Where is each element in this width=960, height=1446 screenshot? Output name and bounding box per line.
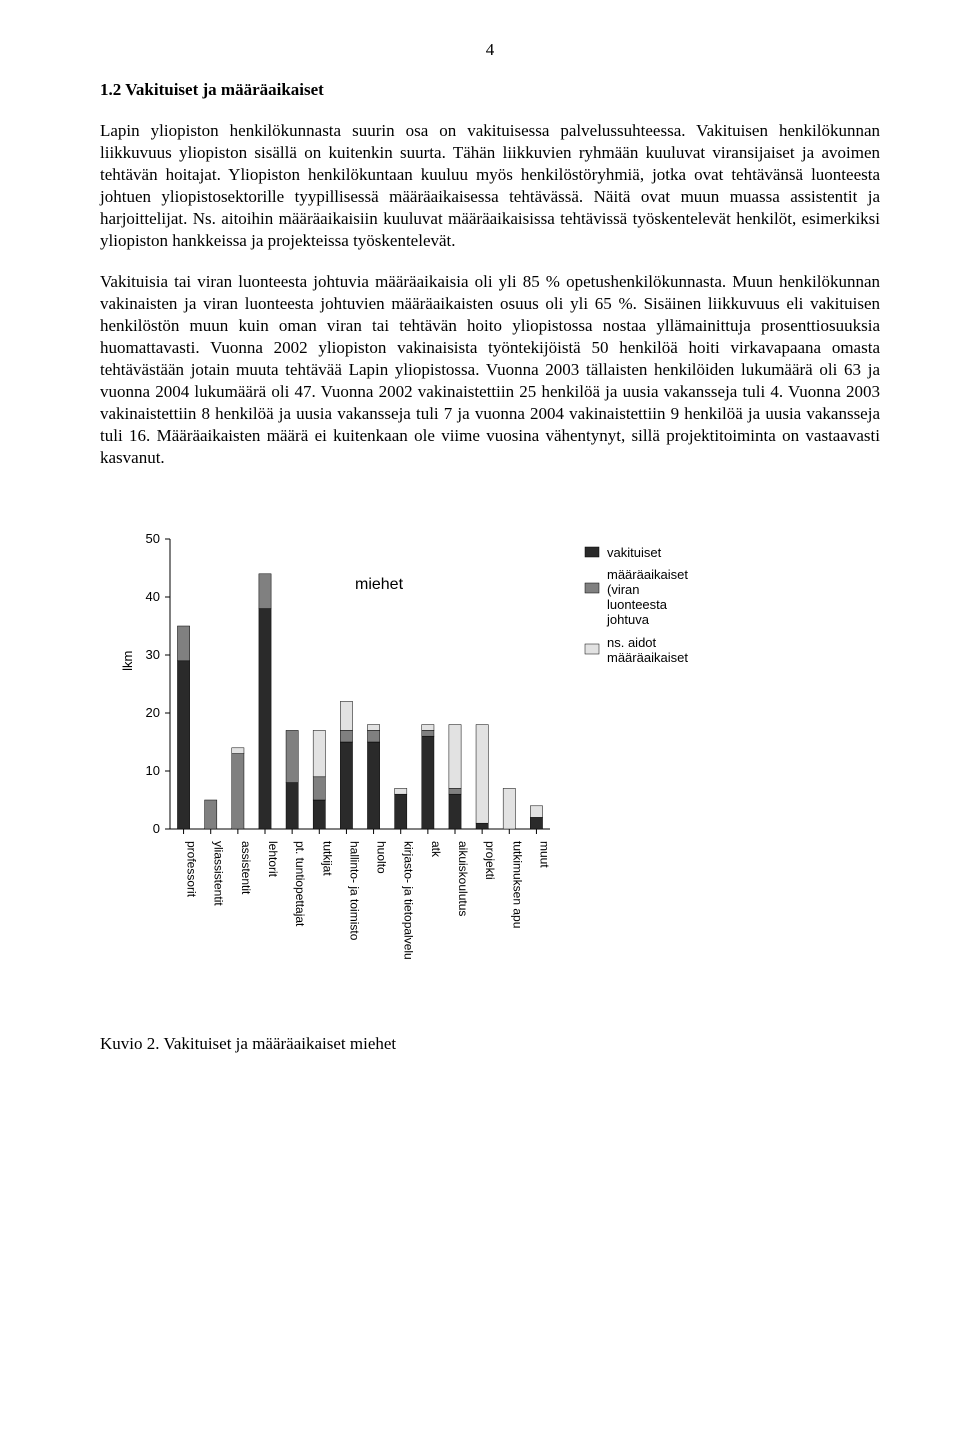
- bar-segment: [340, 742, 352, 829]
- x-category-label: projekti: [483, 841, 497, 880]
- svg-text:(viran: (viran: [607, 582, 640, 597]
- bar-segment: [177, 661, 189, 829]
- bar-segment: [286, 731, 298, 783]
- bar-segment: [340, 702, 352, 731]
- x-category-label: professorit: [185, 841, 199, 898]
- paragraph-1: Lapin yliopiston henkilökunnasta suurin …: [100, 120, 880, 253]
- bar-segment: [340, 731, 352, 743]
- x-category-label: muut: [537, 841, 551, 868]
- bar-segment: [395, 795, 407, 830]
- bar-segment: [313, 777, 325, 800]
- svg-text:0: 0: [153, 821, 160, 836]
- svg-text:määräaikaiset: määräaikaiset: [607, 567, 688, 582]
- svg-text:vakituiset: vakituiset: [607, 545, 662, 560]
- svg-text:johtuva: johtuva: [606, 612, 650, 627]
- bar-segment: [449, 789, 461, 795]
- svg-text:10: 10: [146, 763, 160, 778]
- x-category-label: hallinto- ja toimisto: [347, 841, 361, 941]
- x-category-label: assistentit: [239, 841, 253, 895]
- svg-text:määräaikaiset: määräaikaiset: [607, 650, 688, 665]
- bar-segment: [422, 725, 434, 731]
- figure-caption: Kuvio 2. Vakituiset ja määräaikaiset mie…: [100, 1034, 880, 1054]
- x-category-label: atk: [429, 841, 443, 858]
- bar-segment: [476, 725, 488, 824]
- bar-segment: [449, 725, 461, 789]
- svg-text:luonteesta: luonteesta: [607, 597, 668, 612]
- x-category-label: lehtorit: [266, 841, 280, 878]
- svg-text:miehet: miehet: [355, 576, 404, 593]
- bar-segment: [449, 795, 461, 830]
- svg-text:20: 20: [146, 705, 160, 720]
- bar-segment: [503, 789, 515, 830]
- bar-segment: [367, 731, 379, 743]
- bar-segment: [313, 731, 325, 777]
- bar-segment: [476, 824, 488, 830]
- x-category-label: aikuiskoulutus: [456, 841, 470, 916]
- bar-segment: [259, 574, 271, 609]
- bar-segment: [313, 800, 325, 829]
- page-number: 4: [100, 40, 880, 60]
- svg-text:50: 50: [146, 531, 160, 546]
- x-category-label: huolto: [375, 841, 389, 874]
- section-heading: 1.2 Vakituiset ja määräaikaiset: [100, 80, 880, 100]
- chart-container: 0 10 20 30 40 50 lkm miehet professorit yliassist…: [110, 529, 880, 1009]
- x-category-label: tutkijat: [320, 841, 334, 876]
- x-category-label: yliassistentit: [212, 841, 226, 906]
- svg-text:lkm: lkm: [120, 651, 135, 671]
- bar-segment: [232, 754, 244, 829]
- x-category-label: tutkimuksen apu: [510, 841, 524, 928]
- svg-text:30: 30: [146, 647, 160, 662]
- bar-segment: [205, 800, 217, 829]
- x-category-label: pt. tuntiopettajat: [293, 841, 307, 927]
- bar-segment: [286, 783, 298, 829]
- x-category-label: kirjasto- ja tietopalvelu: [402, 841, 416, 960]
- bar-segment: [395, 789, 407, 795]
- bar-segment: [367, 725, 379, 731]
- svg-text:ns. aidot: ns. aidot: [607, 635, 657, 650]
- bar-segment: [232, 748, 244, 754]
- bar-segment: [259, 609, 271, 829]
- bar-segment: [422, 731, 434, 737]
- stacked-bar-chart: 0 10 20 30 40 50 lkm miehet professorit yliassist…: [110, 529, 790, 1009]
- bar-segment: [530, 806, 542, 818]
- bar-segment: [367, 742, 379, 829]
- svg-text:40: 40: [146, 589, 160, 604]
- bar-segment: [177, 626, 189, 661]
- bar-segment: [422, 737, 434, 830]
- paragraph-2: Vakituisia tai viran luonteesta johtuvia…: [100, 271, 880, 470]
- bar-segment: [530, 818, 542, 830]
